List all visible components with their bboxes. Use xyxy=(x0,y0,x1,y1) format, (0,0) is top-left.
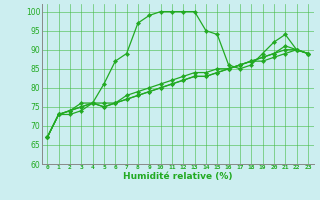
X-axis label: Humidité relative (%): Humidité relative (%) xyxy=(123,172,232,181)
